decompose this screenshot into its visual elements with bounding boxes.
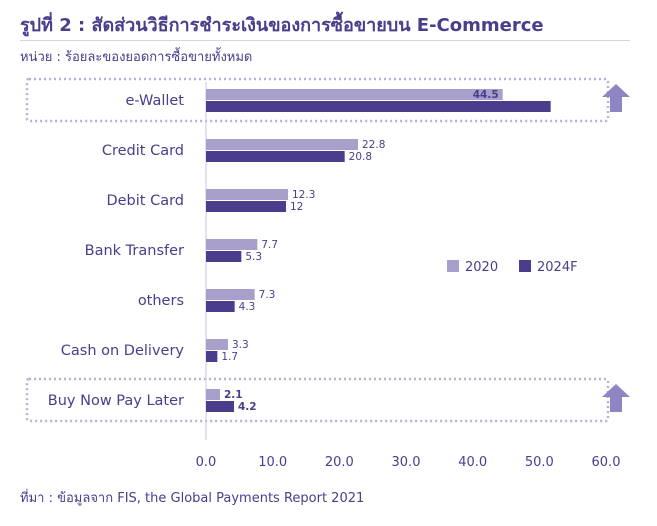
value-label-bank-transfer-2024f: 5.3 [245, 251, 262, 263]
x-tick-label: 60.0 [592, 455, 621, 470]
value-label-e-wallet-2020: 44.5 [473, 89, 499, 101]
bar-credit-card-2020 [206, 139, 358, 150]
bar-cash-on-delivery-2024f [206, 351, 218, 362]
bar-buy-now-pay-later-2020 [206, 389, 220, 400]
x-tick-label: 10.0 [258, 455, 287, 470]
bar-buy-now-pay-later-2024f [206, 401, 234, 412]
value-label-credit-card-2020: 22.8 [362, 139, 385, 151]
category-label-cash-on-delivery: Cash on Delivery [61, 343, 185, 359]
bar-others-2020 [206, 289, 255, 300]
category-label-others: others [138, 293, 184, 309]
legend-label-2024f: 2024F [537, 260, 578, 275]
legend-swatch-2020 [447, 260, 459, 272]
value-label-buy-now-pay-later-2020: 2.1 [224, 389, 243, 401]
category-label-e-wallet: e-Wallet [125, 93, 184, 109]
up-arrow-icon [602, 84, 630, 112]
legend-label-2020: 2020 [465, 260, 498, 275]
value-label-others-2024f: 4.3 [239, 301, 256, 313]
title-divider [20, 40, 630, 41]
up-arrow-icon [602, 384, 630, 412]
value-label-buy-now-pay-later-2024f: 4.2 [238, 401, 257, 413]
value-label-cash-on-delivery-2020: 3.3 [232, 339, 249, 351]
value-label-debit-card-2024f: 12 [290, 201, 303, 213]
bar-cash-on-delivery-2020 [206, 339, 228, 350]
bar-debit-card-2024f [206, 201, 286, 212]
value-label-bank-transfer-2020: 7.7 [261, 239, 278, 251]
category-label-credit-card: Credit Card [102, 143, 184, 159]
value-label-e-wallet-2024f: 51.7 [521, 101, 547, 113]
value-label-cash-on-delivery-2024f: 1.7 [221, 351, 238, 363]
x-tick-label: 50.0 [525, 455, 554, 470]
bar-bank-transfer-2020 [206, 239, 258, 250]
bar-e-wallet-2020 [206, 89, 503, 100]
source-note: ที่มา : ข้อมูลจาก FIS, the Global Paymen… [20, 491, 365, 506]
chart-title: รูปที่ 2 : สัดส่วนวิธีการชำระเงินของการซ… [20, 15, 544, 36]
value-label-credit-card-2024f: 20.8 [349, 151, 372, 163]
unit-note: หน่วย : ร้อยละของยอดการซื้อขายทั้งหมด [20, 50, 253, 65]
bar-e-wallet-2024f [206, 101, 551, 112]
category-label-bank-transfer: Bank Transfer [85, 243, 184, 259]
value-label-others-2020: 7.3 [259, 289, 276, 301]
x-tick-label: 30.0 [392, 455, 421, 470]
category-label-buy-now-pay-later: Buy Now Pay Later [48, 393, 184, 409]
legend-swatch-2024f [519, 260, 531, 272]
x-tick-label: 20.0 [325, 455, 354, 470]
x-tick-label: 0.0 [196, 455, 217, 470]
x-tick-label: 40.0 [458, 455, 487, 470]
bar-others-2024f [206, 301, 235, 312]
bar-debit-card-2020 [206, 189, 288, 200]
value-label-debit-card-2020: 12.3 [292, 189, 315, 201]
bar-bank-transfer-2024f [206, 251, 242, 262]
category-label-debit-card: Debit Card [106, 193, 184, 209]
bar-credit-card-2024f [206, 151, 345, 162]
